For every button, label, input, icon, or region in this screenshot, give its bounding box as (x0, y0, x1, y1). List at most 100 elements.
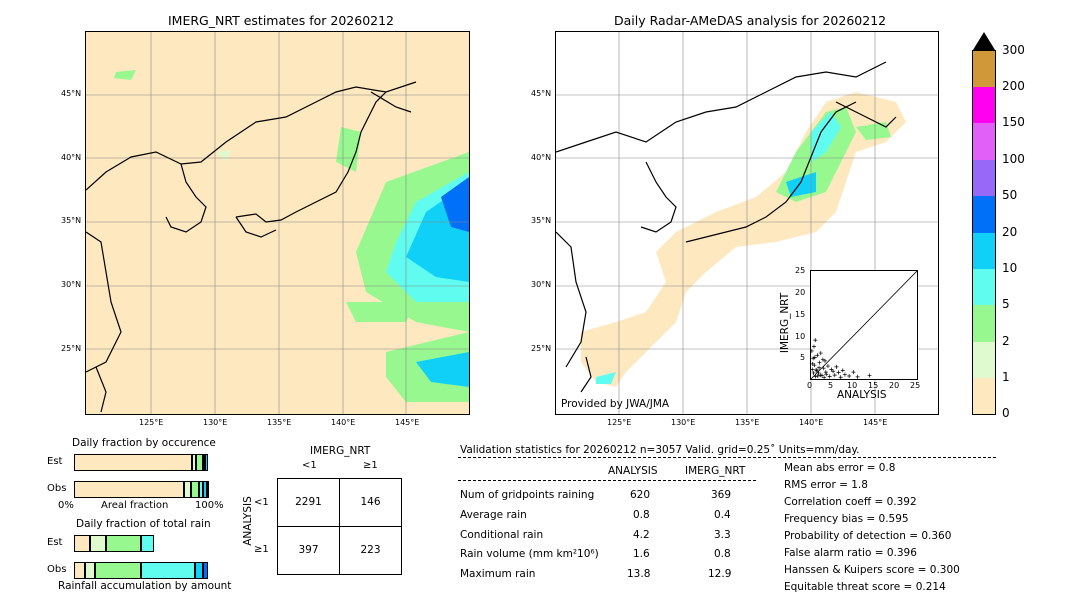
fraction-occurrence-title: Daily fraction by occurence (72, 437, 216, 449)
validation-row-label: Conditional rain (460, 529, 544, 541)
left-lat-tick: 40°N (61, 153, 82, 162)
scatter-point (823, 370, 828, 375)
right-lon-tick: 125°E (607, 418, 632, 427)
fraction-bar-segment (74, 454, 192, 471)
validation-row-label: Rain volume (mm km²10⁶) (460, 548, 599, 560)
validation-header: Validation statistics for 20260212 n=305… (460, 444, 860, 456)
fraction-bar-segment (190, 481, 199, 498)
fraction-bar-segment (141, 535, 155, 552)
fraction-bar-segment (202, 481, 207, 498)
fraction-occurrence-chart (74, 452, 209, 498)
left-coastlines (86, 81, 417, 413)
scatter-point (815, 373, 820, 378)
scatter-point (818, 373, 823, 378)
contingency-cell: 146 (360, 496, 381, 508)
fraction-bar-segment (84, 562, 96, 579)
scatter-point (829, 367, 834, 372)
scatter-point (825, 364, 830, 369)
fraction-bar-segment (141, 562, 195, 579)
left-lon-tick: 145°E (395, 418, 420, 427)
inset-xlabel: ANALYSIS (837, 389, 887, 401)
left-lat-tick: 25°N (61, 344, 82, 353)
scatter-point (855, 374, 860, 379)
left-map-title: IMERG_NRT estimates for 20260212 (168, 13, 395, 28)
validation-row-imerg: 3.3 (714, 529, 731, 541)
left-lon-tick: 125°E (139, 418, 164, 427)
colorbar-label: 200 (1002, 79, 1025, 93)
data-credit: Provided by JWA/JMA (561, 398, 670, 410)
right-lat-tick: 30°N (531, 280, 552, 289)
contingency-col-header: IMERG_NRT (310, 445, 371, 457)
scatter-point (842, 372, 847, 377)
fraction-occ-row-label: Obs (47, 483, 67, 494)
scatter-point (821, 366, 826, 371)
scatter-point (810, 361, 815, 366)
validation-row-label: Average rain (460, 509, 527, 521)
colorbar-seg-2-5 (973, 305, 995, 342)
scatter-point (814, 368, 819, 373)
fraction-bar-segment (74, 481, 184, 498)
right-coastlines (556, 61, 897, 393)
fraction-bar-segment (198, 481, 203, 498)
scatter-point (832, 373, 837, 378)
contingency-row-label: <1 (254, 497, 269, 508)
validation-col-header-imerg: IMERG_NRT (685, 465, 746, 477)
fraction-bar-segment (202, 562, 208, 579)
inset-x-tick: 10 (847, 381, 858, 390)
colorbar-extend-arrow (973, 32, 995, 50)
validation-row-label: Maximum rain (460, 568, 536, 580)
left-lon-tick: 135°E (267, 418, 292, 427)
contingency-cell: 2291 (295, 496, 322, 508)
colorbar-seg-100-150 (973, 123, 995, 160)
contingency-table: 2291 146 397 223 (277, 478, 402, 575)
colorbar-seg-5-10 (973, 269, 995, 305)
validation-row-imerg: 0.8 (714, 548, 731, 560)
fraction-total-chart (74, 533, 208, 579)
validation-row-analysis: 620 (630, 489, 651, 501)
validation-row-imerg: 0.4 (714, 509, 731, 521)
colorbar-label: 20 (1002, 225, 1018, 239)
validation-row-label: Num of gridpoints raining (460, 489, 595, 501)
contingency-divider-h (278, 526, 401, 527)
inset-y-tick: 10 (795, 332, 806, 341)
colorbar-label: 150 (1002, 115, 1025, 129)
validation-score: Mean abs error = 0.8 (784, 462, 896, 474)
scatter-point (847, 373, 852, 378)
right-precip-patches (581, 92, 906, 387)
scatter-point (814, 367, 819, 372)
validation-col-header-analysis: ANALYSIS (608, 465, 658, 477)
validation-row-imerg: 369 (711, 489, 732, 501)
scatter-point (815, 353, 820, 358)
right-lon-tick: 135°E (735, 418, 760, 427)
fraction-bar-segment (206, 481, 209, 498)
right-lat-tick: 45°N (531, 89, 552, 98)
scatter-point (838, 375, 843, 380)
left-map (85, 31, 470, 415)
right-lat-tick: 40°N (531, 153, 552, 162)
fraction-bar-segment (205, 454, 208, 471)
right-lon-tick: 130°E (671, 418, 696, 427)
fraction-total-title: Daily fraction of total rain (76, 518, 211, 530)
fraction-axis-right: 100% (195, 500, 224, 511)
fraction-bar-segment (195, 454, 203, 471)
validation-row-analysis: 13.8 (627, 568, 651, 580)
left-gridlines (86, 32, 469, 414)
left-lon-tick: 140°E (331, 418, 356, 427)
scatter-point (840, 368, 845, 373)
colorbar-seg-50-100 (973, 160, 995, 196)
validation-table-rule (458, 480, 756, 481)
colorbar (972, 50, 996, 415)
validation-row-analysis: 4.2 (633, 529, 650, 541)
contingency-cell: 397 (298, 544, 319, 556)
validation-score: Equitable threat score = 0.214 (784, 581, 946, 593)
scatter-point (810, 367, 815, 372)
inset-y-tick: 25 (795, 266, 806, 275)
scatter-point (831, 369, 836, 374)
inset-x-tick: 0 (807, 381, 813, 390)
inset-y-tick: 20 (795, 288, 806, 297)
fraction-bar-segment (74, 535, 91, 552)
colorbar-label: 10 (1002, 261, 1018, 275)
colorbar-label: 2 (1002, 334, 1010, 348)
inset-x-tick: 25 (910, 381, 921, 390)
scatter-point (820, 373, 825, 378)
